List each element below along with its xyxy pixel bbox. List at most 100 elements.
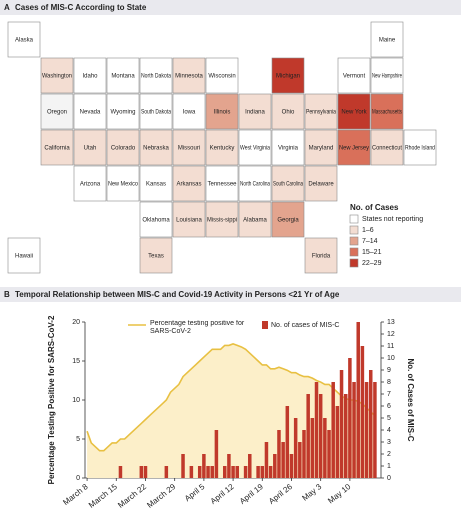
state bbox=[370, 57, 404, 94]
y-tick-label: 5 bbox=[76, 436, 80, 443]
state bbox=[205, 57, 239, 94]
bar bbox=[339, 370, 344, 478]
x-tick-label: March 8 bbox=[61, 482, 90, 507]
bar bbox=[277, 430, 281, 478]
legend-entry: Percentage testing positive for SARS-CoV… bbox=[150, 320, 245, 335]
state-label: South Dakota bbox=[141, 110, 172, 116]
bar bbox=[310, 418, 315, 478]
panel-title: Temporal Relationship between MIS-C and … bbox=[15, 290, 340, 299]
y-axis-title: Percentage Testing Positive for SARS-CoV… bbox=[47, 315, 56, 484]
bar bbox=[364, 382, 369, 478]
legend-swatch bbox=[349, 247, 359, 257]
state bbox=[172, 93, 206, 130]
state bbox=[73, 165, 107, 202]
state-label: Kentucky bbox=[210, 146, 235, 152]
state-label: Wisconsin bbox=[208, 74, 235, 80]
bar bbox=[256, 466, 260, 478]
bar bbox=[293, 418, 298, 478]
state-label: Washington bbox=[42, 74, 72, 80]
bar bbox=[289, 454, 294, 478]
bar bbox=[243, 466, 248, 478]
bar bbox=[214, 430, 219, 478]
bar bbox=[281, 442, 285, 478]
bar bbox=[298, 442, 302, 478]
bar bbox=[318, 394, 323, 478]
state bbox=[139, 201, 173, 238]
state bbox=[73, 57, 107, 94]
panel-b-header bbox=[0, 287, 461, 302]
bar bbox=[268, 466, 273, 478]
state-label: Virginia bbox=[278, 146, 299, 152]
bar bbox=[302, 430, 306, 478]
state-label: Delaware bbox=[308, 182, 334, 188]
x-tick-label: May 10 bbox=[326, 482, 353, 506]
state-label: Missis-sippi bbox=[207, 218, 237, 224]
x-tick-label: March 29 bbox=[145, 482, 177, 510]
legend-swatch bbox=[349, 236, 359, 246]
state-label: North Dakota bbox=[141, 74, 172, 80]
bar bbox=[231, 466, 235, 478]
x-tick-label: April 12 bbox=[209, 482, 236, 506]
state bbox=[403, 129, 437, 166]
y2-tick-label: 8 bbox=[387, 379, 391, 386]
bar bbox=[139, 466, 144, 478]
state bbox=[172, 201, 206, 238]
state-label: California bbox=[44, 146, 70, 152]
y-tick-label: 15 bbox=[72, 358, 80, 365]
state bbox=[73, 93, 107, 130]
bar bbox=[143, 466, 148, 478]
legend-label: No. of cases of MIS-C bbox=[271, 322, 339, 329]
x-tick-label: April 5 bbox=[183, 482, 207, 503]
bar bbox=[189, 466, 194, 478]
state-label: Alabama bbox=[243, 218, 267, 224]
state bbox=[370, 21, 404, 58]
state-label: Massachusetts bbox=[372, 110, 402, 116]
y2-tick-label: 13 bbox=[387, 319, 395, 326]
bar bbox=[164, 466, 169, 478]
state-label: Oklahoma bbox=[142, 218, 170, 224]
state bbox=[337, 57, 371, 94]
state-label: Iowa bbox=[183, 110, 196, 116]
y-tick-label: 20 bbox=[72, 319, 80, 326]
bar bbox=[181, 454, 185, 478]
state-label: Idaho bbox=[82, 74, 98, 80]
state-label: Connecticut bbox=[372, 146, 402, 152]
panel-letter: B bbox=[4, 290, 10, 299]
state-label: Colorado bbox=[111, 146, 136, 152]
state-label: New York bbox=[341, 110, 367, 116]
legend-label: Percentage testing positive for SARS-CoV… bbox=[150, 320, 245, 335]
bar bbox=[356, 322, 360, 478]
state bbox=[337, 129, 371, 166]
state-label: Wyoming bbox=[111, 110, 136, 116]
state-label: Ohio bbox=[282, 110, 295, 116]
legend-swatch bbox=[349, 225, 359, 235]
state bbox=[172, 165, 206, 202]
state-label: Maryland bbox=[309, 146, 334, 152]
panel-title: Cases of MIS-C According to State bbox=[15, 3, 147, 12]
state-label: Indiana bbox=[245, 110, 265, 116]
bar bbox=[248, 454, 252, 478]
state-label: Nevada bbox=[80, 110, 101, 116]
state-label: New Hampshire bbox=[372, 74, 402, 80]
state bbox=[172, 57, 206, 94]
state-label: Rhode Island bbox=[405, 146, 435, 152]
state-label: West Virginia bbox=[240, 146, 271, 152]
state bbox=[370, 93, 404, 130]
state bbox=[139, 129, 173, 166]
state bbox=[139, 165, 173, 202]
state bbox=[106, 165, 140, 202]
bar bbox=[285, 406, 290, 478]
state bbox=[139, 57, 173, 94]
state bbox=[271, 129, 305, 166]
bar bbox=[227, 454, 231, 478]
state bbox=[304, 93, 338, 130]
state bbox=[205, 201, 239, 238]
state bbox=[238, 129, 272, 166]
bar bbox=[306, 394, 310, 478]
state bbox=[205, 165, 239, 202]
line bbox=[86, 342, 376, 452]
state-label: Pennsylvania bbox=[306, 110, 337, 116]
state-label: Minnesota bbox=[175, 74, 203, 80]
legend-swatch bbox=[349, 214, 359, 224]
y-tick-label: 10 bbox=[72, 397, 80, 404]
